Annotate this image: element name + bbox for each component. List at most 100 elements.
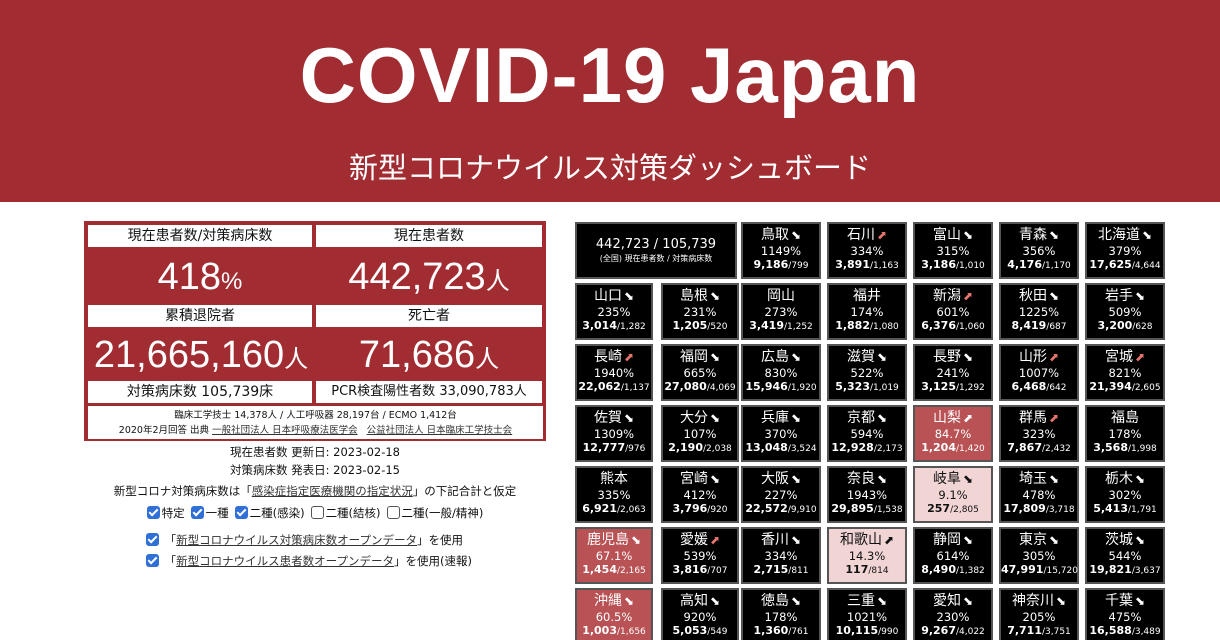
prefecture-ratio: 1007%: [1018, 366, 1060, 380]
prefecture-counts: 5,053/549: [672, 624, 728, 637]
prefecture-tile[interactable]: 山口 ⬊ 235% 3,014/1,282: [575, 283, 653, 340]
prefecture-ratio: 205%: [1022, 610, 1056, 624]
prefecture-name: 大分 ⬊: [679, 410, 721, 426]
prefecture-counts: 21,394/2,605: [1089, 380, 1161, 393]
prefecture-tile[interactable]: 鹿児島 ⬊ 67.1% 1,454/2,165: [575, 527, 653, 584]
bed-type-checkbox[interactable]: [386, 506, 400, 519]
prefecture-tile[interactable]: 兵庫 ⬊ 370% 13,048/3,524: [741, 405, 821, 462]
designation-status-link[interactable]: 感染症指定医療機関の指定状況: [251, 484, 413, 498]
prefecture-tile[interactable]: 香川 ⬊ 334% 2,715/811: [741, 527, 821, 584]
prefecture-tile[interactable]: 宮崎 ⬊ 412% 3,796/920: [661, 466, 739, 523]
bed-type-checkbox[interactable]: [190, 506, 204, 519]
prefecture-tile[interactable]: 岩手 ⬊ 509% 3,200/628: [1085, 283, 1165, 340]
prefecture-ratio: 522%: [850, 366, 884, 380]
prefecture-tile[interactable]: 石川 ⬈ 334% 3,891/1,163: [827, 222, 907, 279]
prefecture-tile[interactable]: 東京 ⬊ 305% 47,991/15,720: [999, 527, 1079, 584]
prefecture-counts: 1,454/2,165: [582, 563, 646, 576]
trend-down-icon: ⬊: [962, 594, 974, 608]
prefecture-tile[interactable]: 山形 ⬈ 1007% 6,468/642: [999, 344, 1079, 401]
prefecture-tile[interactable]: 福島 178% 3,568/1,998: [1085, 405, 1165, 462]
prefecture-tile[interactable]: 大阪 ⬊ 227% 22,572/9,910: [741, 466, 821, 523]
trend-down-icon: ⬊: [790, 533, 802, 547]
prefecture-tile[interactable]: 栃木 ⬊ 302% 5,413/1,791: [1085, 466, 1165, 523]
bed-type-checkbox[interactable]: [146, 506, 160, 519]
prefecture-counts: 1,003/1,656: [582, 624, 646, 637]
prefecture-tile[interactable]: 佐賀 ⬊ 1309% 12,777/976: [575, 405, 653, 462]
use-patients-data-checkbox[interactable]: [146, 554, 159, 567]
national-value: 442,723 / 105,739: [595, 237, 717, 252]
prefecture-counts: 13,048/3,524: [745, 441, 817, 454]
prefecture-tile[interactable]: 高知 ⬊ 920% 5,053/549: [661, 588, 739, 640]
prefecture-tile[interactable]: 和歌山 ⬈ 14.3% 117/814: [827, 527, 907, 584]
trend-down-icon: ⬊: [1141, 228, 1153, 242]
prefecture-tile[interactable]: 山梨 ⬈ 84.7% 1,204/1,420: [913, 405, 993, 462]
prefecture-tile[interactable]: 島根 ⬊ 231% 1,205/520: [661, 283, 739, 340]
prefecture-tile[interactable]: 神奈川 ⬊ 205% 7,711/3,751: [999, 588, 1079, 640]
national-tile[interactable]: 442,723 / 105,739 (全国) 現在患者数 / 対策病床数: [575, 222, 737, 279]
bed-type-option[interactable]: 二種(結核): [310, 506, 381, 520]
prefecture-tile[interactable]: 三重 ⬊ 1021% 10,115/990: [827, 588, 907, 640]
prefecture-tile[interactable]: 広島 ⬊ 830% 15,946/1,920: [741, 344, 821, 401]
prefecture-tile[interactable]: 鳥取 ⬊ 1149% 9,186/799: [741, 222, 821, 279]
trend-down-icon: ⬊: [790, 472, 802, 486]
prefecture-tile[interactable]: 千葉 ⬊ 475% 16,588/3,489: [1085, 588, 1165, 640]
link-row-beds: 「新型コロナウイルス対策病床数オープンデータ」を使用: [146, 530, 463, 550]
prefecture-tile[interactable]: 奈良 ⬊ 1943% 29,895/1,538: [827, 466, 907, 523]
prefecture-tile[interactable]: 北海道 ⬊ 379% 17,625/4,644: [1085, 222, 1165, 279]
patients-label: 現在患者数: [316, 225, 542, 247]
prefecture-tile[interactable]: 長野 ⬊ 241% 3,125/1,292: [913, 344, 993, 401]
prefecture-tile[interactable]: 福井 174% 1,882/1,080: [827, 283, 907, 340]
ratio-label: 現在患者数/対策病床数: [88, 225, 312, 247]
prefecture-name: 静岡 ⬊: [932, 532, 974, 548]
prefecture-tile[interactable]: 福岡 ⬊ 665% 27,080/4,069: [661, 344, 739, 401]
beds-opendata-link[interactable]: 新型コロナウイルス対策病床数オープンデータ: [176, 533, 417, 547]
source-link-jsrcm[interactable]: 一般社団法人 日本呼吸療法医学会: [212, 425, 358, 436]
prefecture-counts: 4,176/1,170: [1007, 258, 1071, 271]
prefecture-ratio: 601%: [936, 305, 970, 319]
prefecture-tile[interactable]: 富山 ⬊ 315% 3,186/1,010: [913, 222, 993, 279]
bed-type-checkbox[interactable]: [234, 506, 248, 519]
prefecture-tile[interactable]: 茨城 ⬊ 544% 19,821/3,637: [1085, 527, 1165, 584]
bed-type-option[interactable]: 二種(感染): [234, 506, 305, 520]
prefecture-tile[interactable]: 大分 ⬊ 107% 2,190/2,038: [661, 405, 739, 462]
trend-down-icon: ⬊: [962, 228, 974, 242]
prefecture-tile[interactable]: 静岡 ⬊ 614% 8,490/1,382: [913, 527, 993, 584]
prefecture-ratio: 665%: [683, 366, 717, 380]
prefecture-counts: 1,204/1,420: [921, 441, 985, 454]
prefecture-tile[interactable]: 愛知 ⬊ 230% 9,267/4,022: [913, 588, 993, 640]
prefecture-tile[interactable]: 沖縄 ⬊ 60.5% 1,003/1,656: [575, 588, 653, 640]
prefecture-tile[interactable]: 宮城 ⬈ 821% 21,394/2,605: [1085, 344, 1165, 401]
prefecture-name: 山形 ⬈: [1018, 349, 1060, 365]
trend-down-icon: ⬊: [709, 472, 721, 486]
prefecture-tile[interactable]: 京都 ⬊ 594% 12,928/2,173: [827, 405, 907, 462]
prefecture-tile[interactable]: 青森 ⬊ 356% 4,176/1,170: [999, 222, 1079, 279]
bed-type-option[interactable]: 一種: [190, 506, 229, 520]
prefecture-tile[interactable]: 愛媛 ⬈ 539% 3,816/707: [661, 527, 739, 584]
prefecture-ratio: 235%: [597, 305, 631, 319]
prefecture-name: 群馬 ⬈: [1018, 410, 1060, 426]
prefecture-tile[interactable]: 徳島 ⬊ 178% 1,360/761: [741, 588, 821, 640]
prefecture-ratio: 273%: [764, 305, 798, 319]
prefecture-tile[interactable]: 新潟 ⬈ 601% 6,376/1,060: [913, 283, 993, 340]
bed-type-option[interactable]: 特定: [146, 506, 185, 520]
prefecture-name: 富山 ⬊: [932, 227, 974, 243]
prefecture-tile[interactable]: 岡山 273% 3,419/1,252: [741, 283, 821, 340]
prefecture-tile[interactable]: 群馬 ⬈ 323% 7,867/2,432: [999, 405, 1079, 462]
prefecture-tile[interactable]: 長崎 ⬈ 1940% 22,062/1,137: [575, 344, 653, 401]
patients-opendata-link[interactable]: 新型コロナウイルス患者数オープンデータ: [176, 554, 394, 568]
prefecture-ratio: 14.3%: [848, 549, 886, 563]
use-beds-data-checkbox[interactable]: [146, 533, 159, 546]
prefecture-tile[interactable]: 岐阜 ⬊ 9.1% 257/2,805: [913, 466, 993, 523]
prefecture-tile[interactable]: 埼玉 ⬊ 478% 17,809/3,718: [999, 466, 1079, 523]
prefecture-counts: 5,413/1,791: [1093, 502, 1157, 515]
prefecture-name: 熊本: [600, 471, 628, 487]
prefecture-counts: 117/814: [845, 563, 889, 576]
bed-type-option[interactable]: 二種(一般/精神): [386, 506, 483, 520]
prefecture-tile[interactable]: 熊本 335% 6,921/2,063: [575, 466, 653, 523]
prefecture-tile[interactable]: 滋賀 ⬊ 522% 5,323/1,019: [827, 344, 907, 401]
bed-type-checkbox[interactable]: [310, 506, 324, 519]
trend-down-icon: ⬊: [790, 350, 802, 364]
source-link-jacet[interactable]: 公益社団法人 日本臨床工学技士会: [366, 425, 513, 436]
prefecture-tile[interactable]: 秋田 ⬊ 1225% 8,419/687: [999, 283, 1079, 340]
trend-down-icon: ⬊: [1134, 533, 1146, 547]
